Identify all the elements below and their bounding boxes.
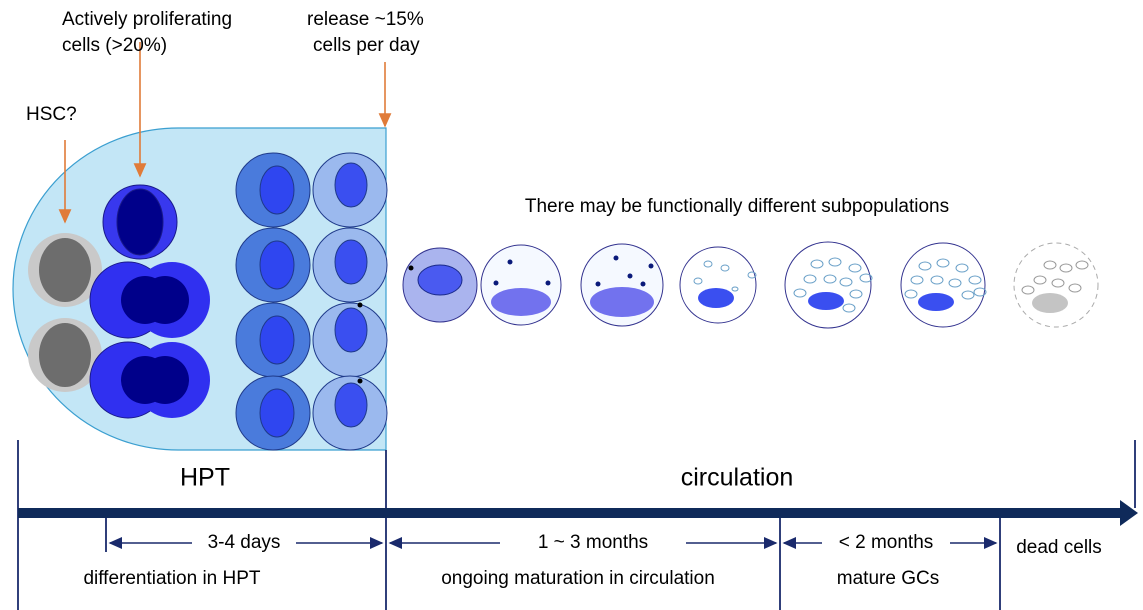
release-label: release ~15% (307, 9, 424, 30)
stage-label: ongoing maturation in circulation (441, 568, 715, 589)
proliferating-label: cells (>20%) (62, 35, 167, 56)
duration-label: < 2 months (839, 532, 934, 553)
hsc-label: HSC? (26, 104, 77, 125)
release-label: cells per day (313, 35, 420, 56)
stage-label: mature GCs (837, 568, 939, 589)
region-label: circulation (681, 464, 794, 492)
duration-label: 3-4 days (208, 532, 281, 553)
diagram: HSC? Actively proliferating cells (>20%)… (0, 0, 1143, 610)
duration-label: 1 ~ 3 months (538, 532, 648, 553)
circulating-cells (403, 242, 1098, 328)
duration-label: dead cells (1016, 537, 1102, 558)
region-label: HPT (180, 464, 230, 492)
proliferating-label: Actively proliferating (62, 9, 232, 30)
stage-label: differentiation in HPT (83, 568, 260, 589)
subpopulation-note: There may be functionally different subp… (525, 196, 949, 217)
